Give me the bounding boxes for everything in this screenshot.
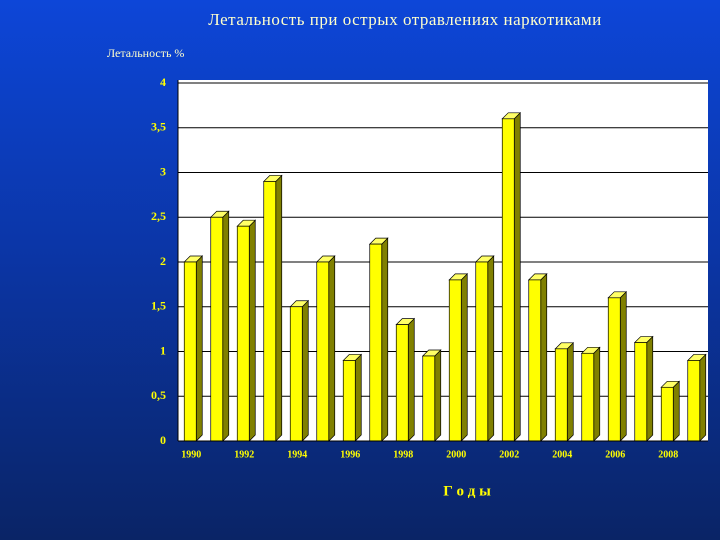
x-tick-label: 2008 (658, 449, 678, 460)
y-tick-label: 0,5 (151, 388, 166, 402)
bar-side (672, 380, 680, 442)
x-tick-label: 1990 (181, 449, 201, 460)
plot-area (178, 80, 708, 441)
bar (501, 118, 515, 442)
bar-side (487, 255, 495, 442)
bar (395, 324, 409, 442)
bar (448, 279, 462, 442)
bar (634, 342, 648, 442)
y-tick-label: 1,5 (151, 299, 166, 313)
x-tick-label: 2006 (605, 449, 625, 460)
x-tick-label: 2000 (446, 449, 466, 460)
y-tick-label: 0 (160, 433, 166, 447)
bar (422, 355, 436, 442)
bar (660, 386, 674, 442)
y-tick-label: 4 (160, 75, 166, 89)
bar (607, 297, 621, 442)
y-axis-label: Летальность % (107, 46, 184, 60)
bar (316, 261, 330, 442)
bar-side (434, 349, 442, 442)
bar-side (354, 353, 362, 442)
bar-side (222, 210, 230, 442)
x-tick-label: 1992 (234, 449, 254, 460)
bar (289, 306, 303, 442)
bar-side (195, 255, 203, 442)
bar-side (381, 237, 389, 442)
y-tick-label: 1 (160, 343, 166, 357)
y-tick-label: 3,5 (151, 120, 166, 134)
bar (369, 243, 383, 442)
bar (342, 360, 356, 442)
bar-side (248, 219, 256, 442)
y-tick-label: 3 (160, 164, 166, 178)
bar-side (619, 290, 627, 442)
bar-side (540, 273, 548, 442)
bar-side (699, 353, 707, 442)
x-axis-label: Г о д ы (443, 483, 491, 499)
bar (475, 261, 489, 442)
bar-side (513, 111, 521, 442)
y-tick-label: 2 (160, 254, 166, 268)
x-tick-label: 2002 (499, 449, 519, 460)
x-tick-label: 1998 (393, 449, 413, 460)
x-tick-label: 1994 (287, 449, 307, 460)
chart-title: Летальность при острых отравлениях нарко… (208, 10, 602, 29)
x-tick-label: 1996 (340, 449, 360, 460)
bar-side (407, 317, 415, 442)
bar-side (301, 299, 309, 442)
bar (236, 225, 250, 442)
bar-side (593, 346, 601, 442)
bar (263, 181, 277, 442)
bar (554, 348, 568, 442)
bar-side (460, 273, 468, 442)
bar (581, 352, 595, 442)
x-tick-label: 2004 (552, 449, 572, 460)
bar-side (646, 335, 654, 442)
bar (528, 279, 542, 442)
bar-side (566, 341, 574, 442)
bar-side (275, 174, 283, 442)
bar-side (328, 255, 336, 442)
bar (687, 360, 701, 442)
bar (183, 261, 197, 442)
y-tick-label: 2,5 (151, 209, 166, 223)
bar (210, 216, 224, 442)
